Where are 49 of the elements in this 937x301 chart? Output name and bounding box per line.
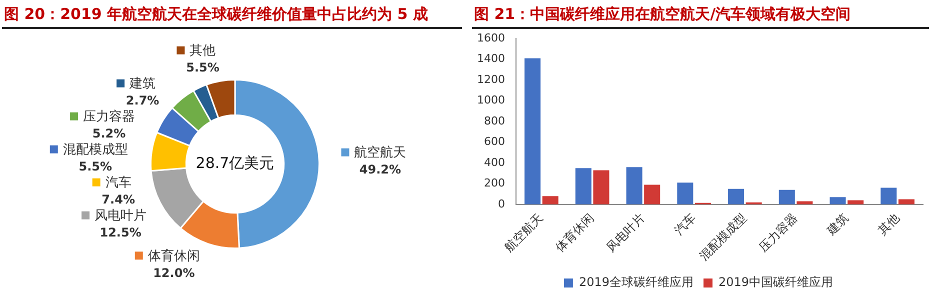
bar <box>728 188 744 204</box>
y-tick-label: 1600 <box>476 31 505 44</box>
data-label: 5.5% <box>78 159 112 174</box>
x-tick-label: 体育休闲 <box>552 210 597 255</box>
y-tick-label: 800 <box>484 114 505 128</box>
y-tick-label: 1000 <box>476 94 505 107</box>
y-tick-label: 200 <box>484 176 505 190</box>
x-tick-label: 航空航天 <box>502 210 546 255</box>
data-label: 12.5% <box>100 225 142 240</box>
y-tick-label: 600 <box>484 135 505 148</box>
legend-label: 建筑 <box>128 76 156 92</box>
x-tick-label: 混配模成型 <box>696 210 750 264</box>
bar <box>880 188 897 204</box>
bar <box>778 190 795 204</box>
x-tick-label: 压力容器 <box>756 210 800 255</box>
text: 28.7亿美元 <box>196 154 274 172</box>
bar <box>677 182 694 204</box>
legend-label: 2019全球碳纤维应用 <box>578 275 694 290</box>
bar <box>830 197 846 204</box>
x-tick-label: 风电叶片 <box>604 210 648 255</box>
bar <box>575 168 592 204</box>
y-tick-label: 1200 <box>476 72 505 86</box>
bar <box>593 170 610 204</box>
legend-label: 压力容器 <box>83 108 136 125</box>
bar <box>542 196 558 204</box>
bar <box>626 167 642 204</box>
bar <box>898 199 914 204</box>
bar <box>524 58 541 204</box>
y-tick-label: 1400 <box>476 52 505 66</box>
y-tick-label: 0 <box>498 197 505 210</box>
x-tick-label: 汽车 <box>672 210 698 238</box>
y-tick-label: 400 <box>484 156 505 169</box>
chart-title: 图 21：中国碳纤维应用在航空航天/汽车领域有极大空间 <box>472 0 929 29</box>
legend-label: 2019中国碳纤维应用 <box>718 275 834 290</box>
x-tick-label: 建筑 <box>823 210 852 238</box>
legend-label: 混配模成型 <box>62 142 128 158</box>
data-label: 5.5% <box>186 60 220 74</box>
data-label: 12.0% <box>153 266 195 280</box>
legend-label: 汽车 <box>105 176 132 191</box>
data-label: 7.4% <box>102 192 135 206</box>
bar <box>848 200 864 204</box>
data-label: 5.2% <box>92 126 126 140</box>
bar <box>644 184 660 204</box>
data-label: 2.7% <box>126 93 160 108</box>
legend-label: 其他 <box>190 44 216 59</box>
legend-label: 航空航天 <box>354 146 406 161</box>
chart-title: 图 20：2019 年航空航天在全球碳纤维价值量中占比约为 5 成 <box>2 0 462 29</box>
x-tick-label: 其他 <box>875 210 902 238</box>
data-label: 49.2% <box>359 162 402 176</box>
